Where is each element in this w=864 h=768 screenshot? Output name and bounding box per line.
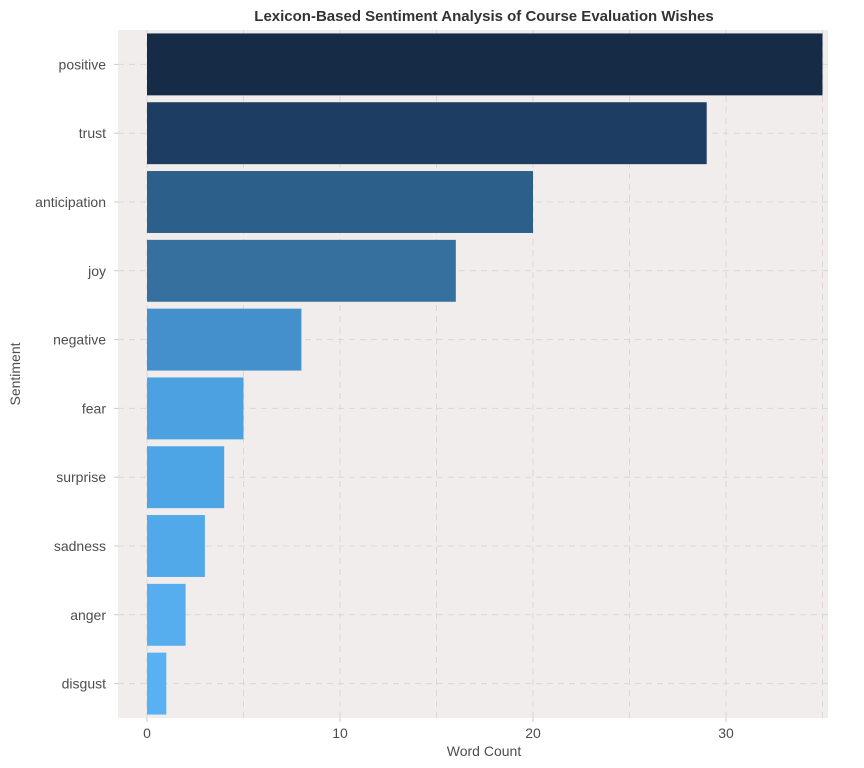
y-tick-label-anger: anger: [70, 607, 106, 623]
y-tick-label-negative: negative: [53, 332, 106, 348]
y-tick-labels: positive trust anticipation joy negative fear…: [35, 56, 118, 692]
bar-trust: [147, 102, 707, 165]
bar-fear: [147, 377, 244, 440]
y-tick-label-sadness: sadness: [54, 538, 106, 554]
x-tick-label-10: 10: [332, 725, 348, 741]
bar-disgust: [147, 652, 167, 715]
y-tick-label-disgust: disgust: [62, 676, 106, 692]
bar-positive: [147, 33, 823, 96]
bar-joy: [147, 239, 456, 302]
y-axis-title: Sentiment: [7, 342, 23, 405]
y-tick-label-joy: joy: [87, 263, 106, 279]
x-tick-label-0: 0: [143, 725, 151, 741]
y-tick-label-fear: fear: [82, 400, 106, 416]
y-tick-label-anticipation: anticipation: [35, 194, 106, 210]
bar-anger: [147, 583, 186, 646]
x-axis-title: Word Count: [447, 743, 522, 759]
y-tick-label-positive: positive: [59, 56, 107, 72]
bars: [147, 33, 823, 715]
x-tick-labels: 0 10 20 30: [143, 718, 734, 741]
bar-anticipation: [147, 171, 533, 233]
bar-surprise: [147, 446, 225, 509]
x-tick-label-30: 30: [718, 725, 734, 741]
y-tick-label-surprise: surprise: [56, 469, 106, 485]
chart-title: Lexicon-Based Sentiment Analysis of Cour…: [254, 8, 713, 25]
x-tick-label-20: 20: [525, 725, 541, 741]
bar-sadness: [147, 515, 205, 577]
y-tick-label-trust: trust: [79, 125, 106, 141]
bar-negative: [147, 308, 302, 371]
